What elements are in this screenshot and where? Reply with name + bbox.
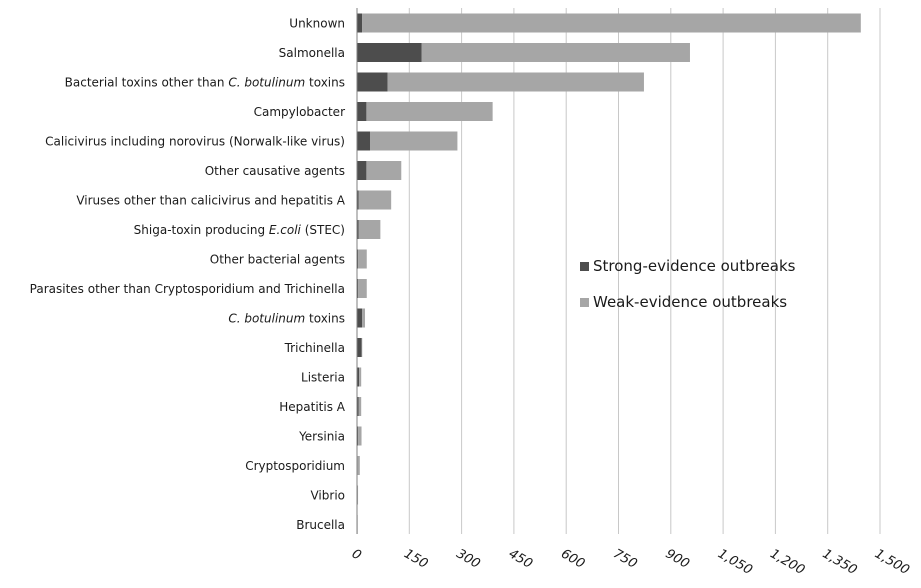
x-tick-label: 600 <box>558 546 587 571</box>
category-label: Campylobacter <box>254 105 345 119</box>
category-label: Vibrio <box>310 489 345 503</box>
x-tick-label: 1,350 <box>820 546 860 578</box>
bar-weak-evidence <box>366 102 493 121</box>
bar-weak-evidence <box>358 249 367 269</box>
x-tick-labels: 0 150 300 450 600 750 900 1,050 1,200 1,350 1,500 <box>349 546 912 578</box>
bar-strong-evidence <box>357 161 367 180</box>
bar-weak-evidence <box>357 456 360 475</box>
category-label: C. botulinum toxins <box>228 312 345 326</box>
bar-strong-evidence <box>357 72 388 92</box>
bar-strong-evidence <box>357 249 359 269</box>
bar-strong-evidence <box>357 397 359 416</box>
category-label: Calicivirus including norovirus (Norwalk… <box>45 135 345 149</box>
bar-weak-evidence <box>366 161 402 180</box>
bar-weak-evidence <box>362 308 366 328</box>
bar-strong-evidence <box>357 102 367 121</box>
legend-label: Weak-evidence outbreaks <box>593 293 787 311</box>
bar-strong-evidence <box>357 338 362 357</box>
bar-weak-evidence <box>362 13 861 33</box>
bar-strong-evidence <box>357 367 360 387</box>
x-tick-label: 1,050 <box>715 546 755 578</box>
bar-strong-evidence <box>357 13 363 33</box>
bar-weak-evidence <box>359 367 362 387</box>
category-label: Other bacterial agents <box>210 253 345 267</box>
bar-weak-evidence <box>358 397 362 416</box>
category-label: Salmonella <box>279 46 345 60</box>
x-tick-label: 0 <box>349 546 364 563</box>
category-label: Unknown <box>289 17 345 31</box>
category-labels: Unknown Salmonella Bacterial toxins other … <box>30 17 346 533</box>
legend-swatch <box>580 262 589 271</box>
category-label: Other causative agents <box>205 164 345 178</box>
bar-strong-evidence <box>357 279 359 298</box>
x-tick-label: 450 <box>506 546 535 571</box>
bar-strong-evidence <box>357 220 359 239</box>
category-label: Bacterial toxins other than C. botulinum… <box>65 76 345 90</box>
legend: Strong-evidence outbreaks Weak-evidence o… <box>580 257 796 311</box>
x-tick-label: 900 <box>663 546 692 571</box>
category-label: Viruses other than calicivirus and hepat… <box>76 194 345 208</box>
bars <box>357 13 861 534</box>
category-label: Parasites other than Cryptosporidium and… <box>30 282 345 296</box>
category-label: Listeria <box>301 371 345 385</box>
x-tick-label: 300 <box>454 546 483 571</box>
x-tick-label: 750 <box>611 546 640 571</box>
bar-weak-evidence <box>358 220 381 239</box>
bar-weak-evidence <box>421 43 690 62</box>
bar-weak-evidence <box>370 131 458 151</box>
gridlines <box>408 8 881 534</box>
bar-weak-evidence <box>387 72 644 92</box>
bar-strong-evidence <box>357 190 359 210</box>
bar-strong-evidence <box>357 131 371 151</box>
bar-strong-evidence <box>357 426 359 446</box>
category-label: Trichinella <box>284 341 345 355</box>
category-label: Shiga-toxin producing E.coli (STEC) <box>134 223 345 237</box>
category-label: Yersinia <box>298 430 345 444</box>
bar-weak-evidence <box>361 338 363 357</box>
bar-strong-evidence <box>357 308 363 328</box>
x-tick-label: 1,500 <box>872 546 912 578</box>
bar-weak-evidence <box>358 190 392 210</box>
x-tick-label: 150 <box>401 546 430 571</box>
legend-label: Strong-evidence outbreaks <box>593 257 796 275</box>
bar-weak-evidence <box>357 485 359 505</box>
category-label: Hepatitis A <box>279 400 346 414</box>
category-label: Brucella <box>296 518 345 532</box>
bar-weak-evidence <box>358 426 362 446</box>
x-tick-label: 1,200 <box>767 546 807 578</box>
category-label: Cryptosporidium <box>245 459 345 473</box>
bar-weak-evidence <box>358 279 367 298</box>
bar-strong-evidence <box>357 43 422 62</box>
legend-swatch <box>580 298 589 307</box>
